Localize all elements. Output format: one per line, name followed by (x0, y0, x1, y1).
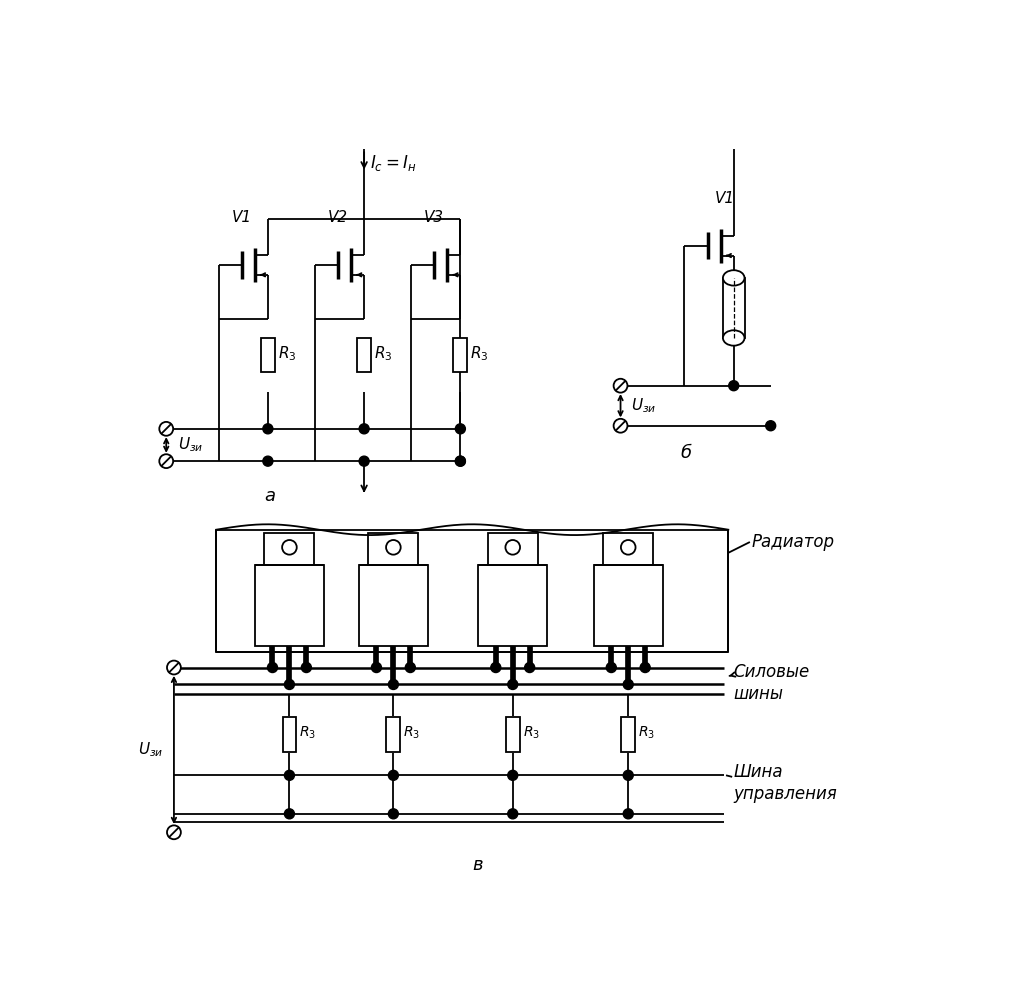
Circle shape (623, 809, 634, 819)
Circle shape (640, 663, 650, 673)
Circle shape (388, 680, 398, 690)
Text: Радиатор: Радиатор (751, 533, 835, 551)
Circle shape (167, 661, 181, 675)
Circle shape (167, 825, 181, 839)
Bar (368, 533, 418, 566)
Text: $U_{зи}$: $U_{зи}$ (138, 741, 163, 759)
Circle shape (491, 663, 501, 673)
Bar (604, 533, 653, 566)
Ellipse shape (723, 270, 744, 285)
Text: V2: V2 (328, 210, 348, 225)
Text: $R_3$: $R_3$ (278, 344, 296, 363)
Text: в: в (473, 857, 483, 875)
Circle shape (508, 680, 518, 690)
Text: Шина
управления: Шина управления (734, 763, 838, 803)
Bar (359, 566, 428, 646)
Circle shape (606, 663, 616, 673)
Bar (621, 717, 635, 752)
Circle shape (386, 540, 400, 555)
Bar (478, 566, 547, 646)
Circle shape (508, 809, 518, 819)
Text: $U_{зи}$: $U_{зи}$ (178, 435, 203, 454)
Bar (453, 338, 467, 372)
Text: $R_3$: $R_3$ (471, 344, 489, 363)
Bar (723, 278, 744, 338)
Bar (283, 717, 296, 752)
Text: $R_3$: $R_3$ (375, 344, 392, 363)
Circle shape (282, 540, 297, 555)
Bar (261, 338, 275, 372)
Circle shape (267, 663, 278, 673)
Circle shape (285, 809, 294, 819)
Circle shape (159, 454, 173, 468)
Circle shape (263, 423, 272, 433)
Text: V3: V3 (424, 210, 444, 225)
Circle shape (524, 663, 535, 673)
Text: Силовые
шины: Силовые шины (734, 663, 810, 703)
Circle shape (621, 540, 636, 555)
Bar (488, 533, 538, 566)
Circle shape (359, 423, 369, 433)
Ellipse shape (723, 330, 744, 346)
Text: $R_3$: $R_3$ (404, 725, 420, 742)
Circle shape (359, 456, 369, 466)
Text: б: б (680, 444, 691, 462)
Bar (264, 533, 315, 566)
Text: $I_c=I_н$: $I_c=I_н$ (370, 153, 417, 173)
Circle shape (614, 418, 627, 432)
Circle shape (388, 770, 398, 780)
Circle shape (506, 540, 520, 555)
Circle shape (455, 456, 465, 466)
Text: V1: V1 (714, 191, 735, 206)
Text: $R_3$: $R_3$ (638, 725, 655, 742)
Bar (593, 566, 663, 646)
Circle shape (406, 663, 415, 673)
Circle shape (263, 456, 272, 466)
Bar (255, 566, 324, 646)
Text: $R_3$: $R_3$ (299, 725, 317, 742)
Circle shape (388, 809, 398, 819)
Circle shape (159, 421, 173, 435)
Circle shape (285, 680, 294, 690)
Circle shape (285, 770, 294, 780)
Circle shape (729, 381, 739, 391)
Circle shape (508, 770, 518, 780)
Text: $U_{зи}$: $U_{зи}$ (632, 397, 656, 415)
Circle shape (623, 680, 634, 690)
Circle shape (455, 456, 465, 466)
Bar (357, 338, 372, 372)
Circle shape (614, 379, 627, 393)
Bar (386, 717, 400, 752)
Circle shape (455, 423, 465, 433)
Circle shape (372, 663, 382, 673)
Text: V1: V1 (231, 210, 252, 225)
Bar (217, 530, 729, 652)
Circle shape (766, 420, 776, 430)
Circle shape (623, 770, 634, 780)
Text: $R_3$: $R_3$ (523, 725, 540, 742)
Bar (506, 717, 520, 752)
Circle shape (301, 663, 312, 673)
Text: а: а (264, 487, 276, 505)
